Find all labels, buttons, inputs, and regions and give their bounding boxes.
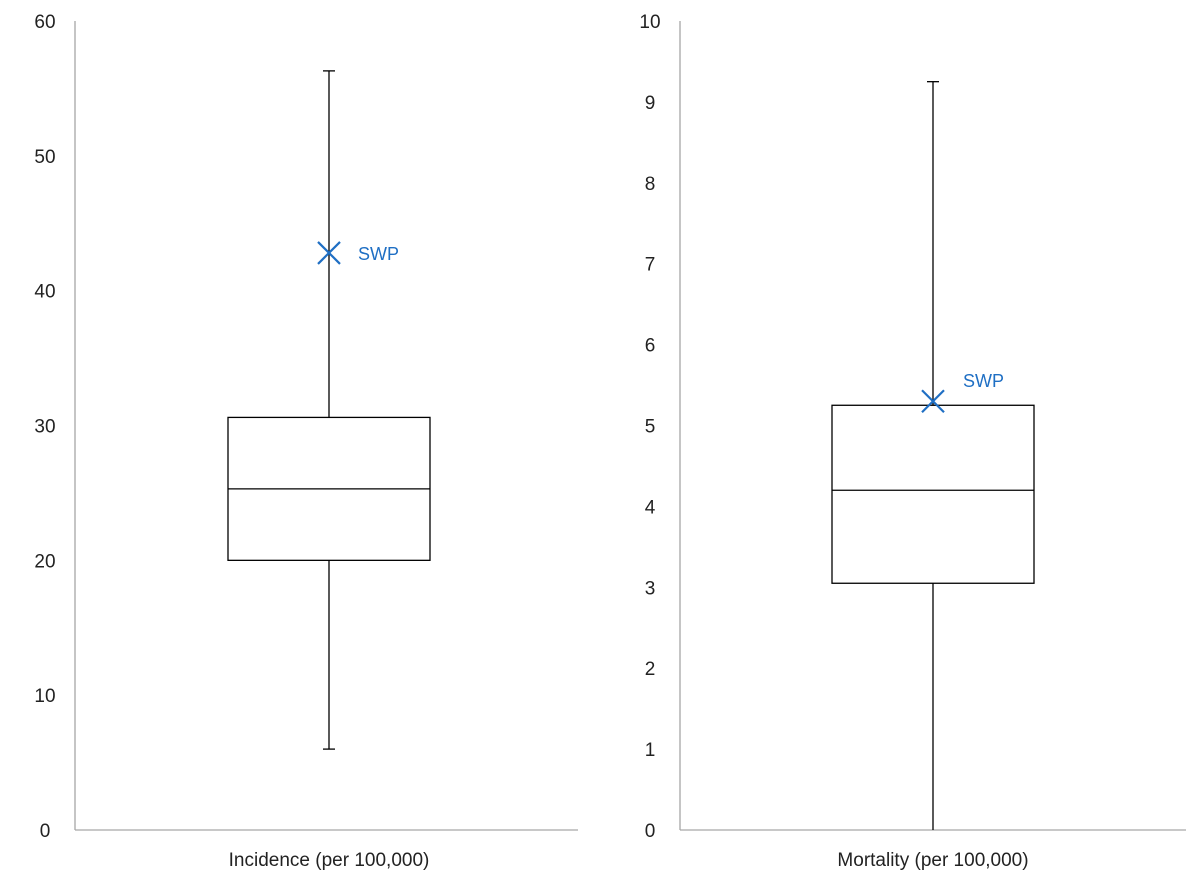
- chart-panel: 0 1 2 3 4 5 6 7 8 9 10 Mortality (per 100,000) SWP: [639, 12, 1186, 871]
- y-tick-label: 4: [645, 497, 656, 518]
- marker-label: SWP: [358, 244, 399, 264]
- y-tick-label: 40: [34, 282, 55, 303]
- box-iqr: [831, 404, 1035, 584]
- y-tick-label: 1: [645, 740, 656, 761]
- y-tick-label: 6: [645, 336, 656, 357]
- y-tick-label: 3: [645, 578, 656, 599]
- y-tick-label: 20: [34, 551, 55, 572]
- y-tick-label: 7: [645, 255, 656, 276]
- y-tick-label: 10: [34, 686, 55, 707]
- marker-x-icon: [317, 241, 341, 265]
- y-tick-label: 0: [645, 821, 656, 842]
- y-tick-label: 8: [645, 174, 656, 195]
- y-tick-label: 2: [645, 659, 656, 680]
- y-tick-label: 30: [34, 417, 55, 438]
- y-tick-label: 50: [34, 147, 55, 168]
- y-tick-label: 9: [645, 93, 656, 114]
- y-tick-label: 0: [40, 821, 51, 842]
- marker-x-icon: [921, 389, 945, 414]
- y-tick-label: 5: [645, 417, 656, 438]
- y-tick-label: 60: [34, 12, 55, 33]
- y-tick-label: 10: [639, 12, 660, 33]
- x-axis-title: Mortality (per 100,000): [837, 850, 1028, 871]
- marker-label: SWP: [963, 371, 1004, 391]
- chart-panel: 0 10 20 30 40 50 60 Incidence (per 100,000) SWP: [34, 12, 578, 871]
- x-axis-title: Incidence (per 100,000): [229, 850, 430, 871]
